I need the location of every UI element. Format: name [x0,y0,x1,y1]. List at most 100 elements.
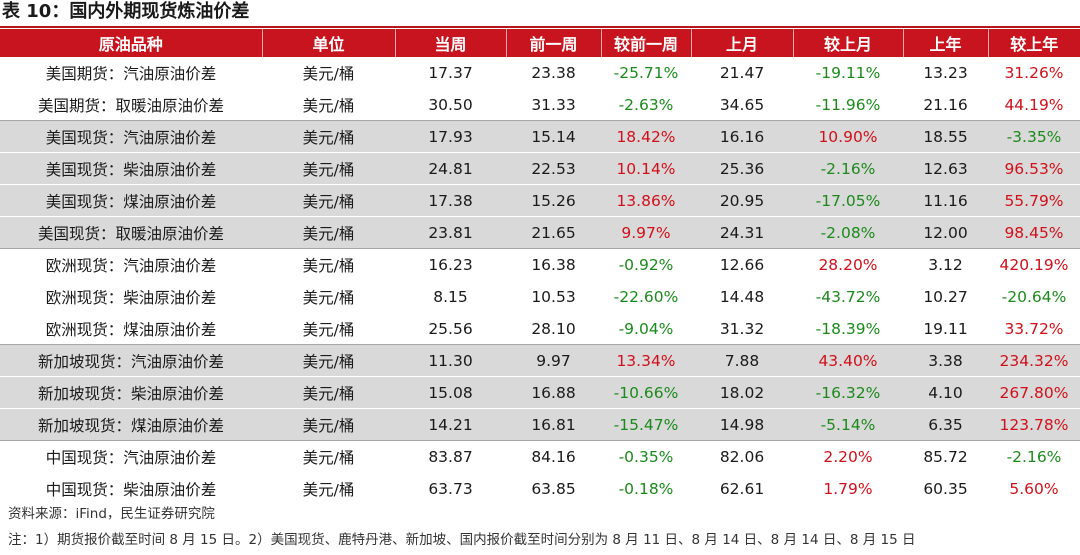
cell-last-year: 18.55 [903,120,988,153]
cell-unit: 美元/桶 [262,248,395,281]
cell-unit: 美元/桶 [262,408,395,441]
cell-change-week: -22.60% [601,280,691,313]
cell-change-year: 420.19% [988,248,1080,281]
cell-change-month: 43.40% [793,344,903,377]
table-row: 新加坡现货：柴油原油价差 美元/桶 15.08 16.88 -10.66% 18.02 -1… [0,376,1080,409]
source-note: 资料来源：iFind，民生证券研究院 [8,506,215,522]
cell-last-year: 4.10 [903,376,988,409]
col-header-last-year: 上年 [902,29,988,57]
cell-change-month: -17.05% [793,184,903,217]
header-row: 原油品种 单位 当周 前一周 较前一周 上月 较上月 上年 较上年 [0,29,1080,57]
table-row: 美国现货：煤油原油价差 美元/桶 17.38 15.26 13.86% 20.95 -17.… [0,184,1080,217]
cell-crude-type: 美国现货：柴油原油价差 [0,152,262,185]
table-row: 中国现货：汽油原油价差 美元/桶 83.87 84.16 -0.35% 82.06 2.20… [0,440,1080,473]
cell-current-week: 11.30 [395,344,506,377]
cell-unit: 美元/桶 [262,312,395,345]
cell-previous-week: 28.10 [506,312,601,345]
cell-change-year: -3.35% [988,120,1080,153]
cell-crude-type: 欧洲现货：汽油原油价差 [0,248,262,281]
cell-change-month: -2.16% [793,152,903,185]
cell-last-year: 3.38 [903,344,988,377]
cell-last-year: 85.72 [903,440,988,473]
col-header-unit: 单位 [261,29,395,57]
cell-change-week: 9.97% [601,216,691,249]
cell-current-week: 63.73 [395,472,506,505]
cell-previous-week: 63.85 [506,472,601,505]
cell-change-month: 1.79% [793,472,903,505]
cell-crude-type: 新加坡现货：汽油原油价差 [0,344,262,377]
cell-unit: 美元/桶 [262,152,395,185]
cell-last-year: 21.16 [903,88,988,121]
cell-previous-week: 16.88 [506,376,601,409]
cell-change-month: -5.14% [793,408,903,441]
cell-change-year: 44.19% [988,88,1080,121]
cell-last-month: 18.02 [691,376,793,409]
cell-last-month: 34.65 [691,88,793,121]
cell-current-week: 16.23 [395,248,506,281]
cell-last-year: 19.11 [903,312,988,345]
cell-current-week: 17.37 [395,57,506,89]
cell-change-year: 98.45% [988,216,1080,249]
cell-last-year: 10.27 [903,280,988,313]
cell-change-week: 18.42% [601,120,691,153]
cell-change-year: -2.16% [988,440,1080,473]
cell-crude-type: 欧洲现货：柴油原油价差 [0,280,262,313]
cell-last-month: 7.88 [691,344,793,377]
cell-current-week: 23.81 [395,216,506,249]
cell-last-month: 20.95 [691,184,793,217]
col-header-previous-week: 前一周 [505,29,601,57]
table-row: 欧洲现货：煤油原油价差 美元/桶 25.56 28.10 -9.04% 31.32 -18.… [0,312,1080,345]
cell-previous-week: 15.14 [506,120,601,153]
cell-last-month: 31.32 [691,312,793,345]
cell-current-week: 30.50 [395,88,506,121]
cell-previous-week: 23.38 [506,57,601,89]
cell-previous-week: 21.65 [506,216,601,249]
cell-change-week: -0.18% [601,472,691,505]
cell-crude-type: 中国现货：汽油原油价差 [0,440,262,473]
table-row: 美国现货：柴油原油价差 美元/桶 24.81 22.53 10.14% 25.36 -2.1… [0,152,1080,185]
cell-last-year: 6.35 [903,408,988,441]
table-row: 新加坡现货：汽油原油价差 美元/桶 11.30 9.97 13.34% 7.88 43.40… [0,344,1080,377]
table-row: 美国期货：汽油原油价差 美元/桶 17.37 23.38 -25.71% 21.47 -19… [0,57,1080,89]
cell-last-month: 25.36 [691,152,793,185]
cell-change-week: 13.86% [601,184,691,217]
table-row: 美国现货：取暖油原油价差 美元/桶 23.81 21.65 9.97% 24.31 -2.0… [0,216,1080,249]
table-row: 欧洲现货：柴油原油价差 美元/桶 8.15 10.53 -22.60% 14.48 -43.… [0,280,1080,313]
cell-unit: 美元/桶 [262,216,395,249]
cell-last-month: 24.31 [691,216,793,249]
cell-crude-type: 美国期货：取暖油原油价差 [0,88,262,121]
cell-previous-week: 16.81 [506,408,601,441]
cell-current-week: 17.93 [395,120,506,153]
col-header-change-month: 较上月 [792,29,903,57]
cell-last-month: 16.16 [691,120,793,153]
cell-last-month: 82.06 [691,440,793,473]
cell-current-week: 25.56 [395,312,506,345]
cell-change-year: 5.60% [988,472,1080,505]
cell-previous-week: 31.33 [506,88,601,121]
cell-change-year: 31.26% [988,57,1080,89]
cell-last-year: 3.12 [903,248,988,281]
cell-previous-week: 15.26 [506,184,601,217]
cell-current-week: 24.81 [395,152,506,185]
cell-crude-type: 新加坡现货：煤油原油价差 [0,408,262,441]
col-header-change-week: 较前一周 [600,29,691,57]
cell-previous-week: 10.53 [506,280,601,313]
cell-change-year: 267.80% [988,376,1080,409]
cell-change-month: -11.96% [793,88,903,121]
cell-change-month: 10.90% [793,120,903,153]
title-divider [0,26,1080,28]
table-title: 表 10：国内外期现货炼油价差 [2,1,250,22]
cell-change-week: -2.63% [601,88,691,121]
cell-change-week: -15.47% [601,408,691,441]
cell-change-month: 28.20% [793,248,903,281]
cell-change-month: -43.72% [793,280,903,313]
cell-change-year: 96.53% [988,152,1080,185]
col-header-current-week: 当周 [394,29,506,57]
cell-previous-week: 16.38 [506,248,601,281]
cell-crude-type: 美国现货：取暖油原油价差 [0,216,262,249]
cell-change-week: -25.71% [601,57,691,89]
cell-change-month: -18.39% [793,312,903,345]
cell-unit: 美元/桶 [262,440,395,473]
cell-unit: 美元/桶 [262,472,395,505]
cell-change-week: -9.04% [601,312,691,345]
